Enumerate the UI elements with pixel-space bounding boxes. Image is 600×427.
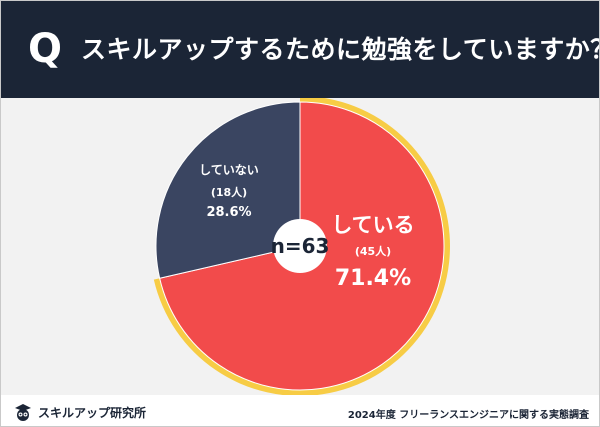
slice-count-label-1: (18人) — [211, 185, 247, 199]
pie-center-n-label: n=63 — [271, 234, 330, 258]
question-q-icon: Q — [27, 26, 62, 72]
owl-icon — [15, 404, 31, 421]
question-text: スキルアップするために勉強をしていますか？ — [81, 35, 600, 64]
slice-count-label-0: (45人) — [355, 244, 391, 258]
slice-percent-label-1: 28.6% — [206, 205, 251, 220]
pie-center-circle — [273, 219, 327, 273]
pie-slice-1 — [155, 101, 301, 279]
question-header: Q スキルアップするために勉強をしていますか？ — [1, 1, 599, 98]
brand-name: スキルアップ研究所 — [38, 405, 147, 420]
slice-percent-label-0: 71.4% — [335, 266, 411, 291]
slice-label-0: している — [331, 213, 414, 237]
brand-logo: スキルアップ研究所 — [13, 402, 146, 422]
footer-bar — [1, 395, 599, 426]
slice-label-1: していない — [199, 163, 259, 177]
survey-note: 2024年度 フリーランスエンジニアに関する実態調査 — [347, 410, 589, 421]
